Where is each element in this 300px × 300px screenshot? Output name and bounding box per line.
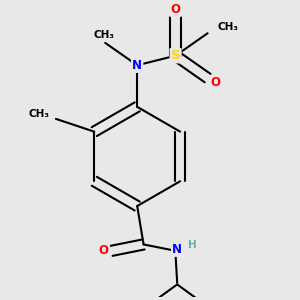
Text: CH₃: CH₃: [93, 30, 114, 40]
Text: CH₃: CH₃: [217, 22, 238, 32]
Text: H: H: [188, 240, 197, 250]
Text: S: S: [171, 49, 180, 62]
Text: CH₃: CH₃: [28, 109, 50, 119]
Text: N: N: [172, 243, 182, 256]
Text: N: N: [132, 59, 142, 72]
Text: O: O: [211, 76, 220, 89]
Text: O: O: [171, 3, 181, 16]
Text: O: O: [99, 244, 109, 257]
